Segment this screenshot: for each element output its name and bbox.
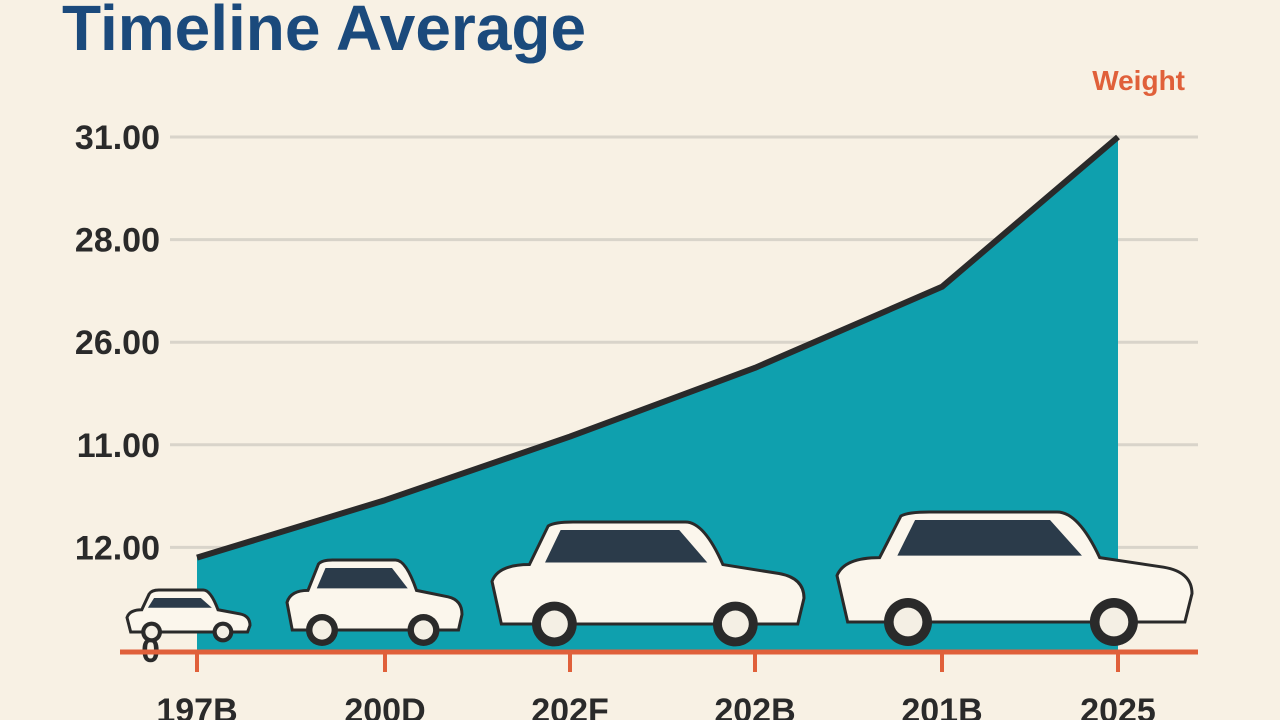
y-tick-label: 26.00 bbox=[75, 324, 160, 362]
car-window bbox=[545, 530, 708, 563]
hubcap bbox=[721, 610, 749, 638]
y-tick-label: 31.00 bbox=[75, 119, 160, 157]
hubcap bbox=[893, 607, 923, 637]
series-label: Weight bbox=[1092, 65, 1185, 96]
x-tick-label: 2025 bbox=[1080, 692, 1156, 720]
hubcap bbox=[1099, 607, 1129, 637]
car-window bbox=[316, 568, 408, 589]
hubcap bbox=[216, 625, 230, 639]
hubcap bbox=[145, 625, 158, 639]
car bbox=[490, 520, 806, 647]
hubcap bbox=[312, 620, 332, 640]
y-tick-label: 28.00 bbox=[75, 222, 160, 260]
hubcap bbox=[413, 620, 434, 640]
x-tick-label: 197B bbox=[156, 692, 237, 720]
car-window bbox=[147, 598, 212, 608]
line bbox=[196, 134, 1120, 561]
car bbox=[285, 558, 464, 646]
area bbox=[197, 137, 1118, 650]
chart-title: Timeline Average bbox=[62, 0, 586, 64]
car bbox=[835, 510, 1194, 646]
hubcap bbox=[540, 610, 568, 638]
y-tick-label: 11.00 bbox=[77, 427, 160, 465]
car bbox=[125, 588, 252, 643]
x-tick-label: 202F bbox=[531, 692, 609, 720]
y-tick-label: 12.00 bbox=[75, 529, 160, 567]
x-tick-label: 202B bbox=[714, 692, 795, 720]
car-window bbox=[897, 520, 1082, 556]
x-tick-label: 200D bbox=[344, 692, 425, 720]
x-tick-label: 201B bbox=[901, 692, 982, 720]
